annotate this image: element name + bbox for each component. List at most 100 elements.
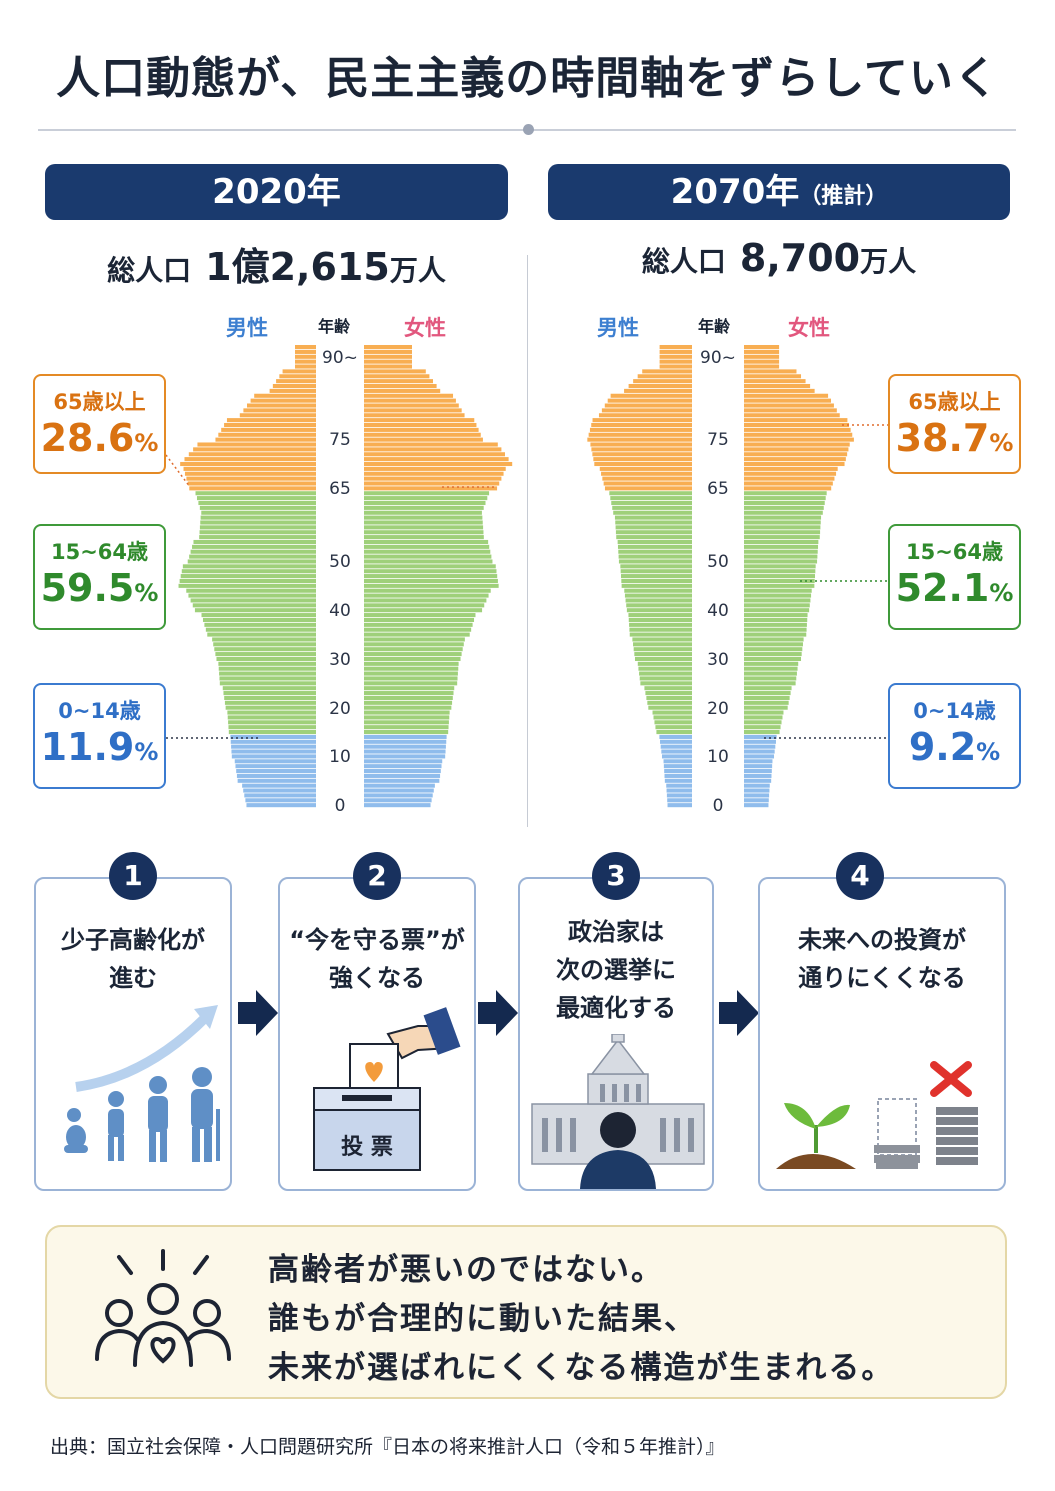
male-bar bbox=[610, 496, 692, 501]
female-bar bbox=[744, 559, 818, 564]
female-bar bbox=[364, 588, 491, 593]
male-bar bbox=[183, 466, 316, 471]
total-unit: 万人 bbox=[860, 245, 917, 278]
group-percent: 9.2% bbox=[908, 725, 1001, 769]
female-bar bbox=[364, 379, 433, 384]
male-bar bbox=[637, 661, 692, 666]
female-bar bbox=[364, 617, 475, 622]
female-bar bbox=[744, 754, 775, 759]
female-bar bbox=[364, 671, 458, 676]
male-bar bbox=[659, 364, 692, 369]
female-bar bbox=[364, 647, 463, 652]
step-text: 少子高齢化が 進む bbox=[61, 926, 205, 992]
female-bar bbox=[364, 598, 487, 603]
male-bar bbox=[295, 345, 316, 350]
arrow-right-icon bbox=[478, 990, 518, 1036]
age-tick-label: 75 bbox=[707, 430, 729, 451]
female-bar bbox=[744, 715, 783, 720]
male-bar bbox=[192, 603, 316, 608]
female-bar bbox=[744, 345, 780, 350]
male-bar bbox=[254, 393, 316, 398]
male-bar bbox=[218, 666, 316, 671]
male-bar bbox=[201, 613, 316, 618]
total-population-2070: 総人口 8,700万人 bbox=[548, 236, 1010, 280]
female-bar bbox=[364, 759, 443, 764]
female-bar bbox=[744, 481, 833, 486]
male-label: 男性 bbox=[597, 316, 639, 340]
female-bar bbox=[364, 544, 490, 549]
female-bar bbox=[744, 422, 850, 428]
male-bar bbox=[620, 569, 692, 574]
male-bar bbox=[618, 549, 692, 554]
female-bar bbox=[744, 388, 815, 393]
female-bar bbox=[744, 539, 819, 545]
group-percent: 59.5% bbox=[40, 566, 159, 610]
female-bar bbox=[364, 349, 412, 354]
female-bar bbox=[364, 505, 484, 510]
female-bar bbox=[744, 739, 776, 744]
male-bar bbox=[187, 481, 316, 486]
female-bar bbox=[364, 369, 426, 374]
arrow-right-icon bbox=[719, 990, 759, 1036]
male-bar bbox=[667, 798, 692, 803]
male-bar bbox=[236, 769, 316, 774]
male-bar bbox=[180, 461, 316, 467]
female-bar bbox=[744, 583, 815, 588]
male-bar bbox=[614, 515, 692, 520]
male-label: 男性 bbox=[226, 316, 268, 340]
group-label: 65歳以上 bbox=[908, 390, 1001, 414]
male-bar bbox=[663, 759, 692, 764]
female-bar bbox=[744, 720, 782, 725]
male-bar bbox=[666, 793, 692, 798]
male-bar bbox=[197, 442, 316, 447]
total-population-2020: 総人口 1億2,615万人 bbox=[45, 236, 508, 291]
male-bar bbox=[230, 734, 316, 739]
female-bar bbox=[744, 759, 773, 764]
male-bar bbox=[212, 637, 316, 642]
female-bar bbox=[364, 583, 499, 588]
male-bar bbox=[205, 627, 316, 632]
pyramid-2070 bbox=[587, 345, 854, 808]
female-bar bbox=[364, 574, 498, 579]
male-bar bbox=[602, 476, 692, 481]
male-bar bbox=[610, 393, 692, 398]
female-bar bbox=[744, 515, 822, 520]
male-bar bbox=[616, 535, 692, 540]
male-bar bbox=[618, 559, 692, 564]
female-bar bbox=[364, 452, 505, 457]
female-bar bbox=[744, 642, 803, 647]
female-bar bbox=[744, 671, 797, 676]
female-bar bbox=[744, 730, 780, 735]
female-bar bbox=[364, 525, 484, 530]
female-bar bbox=[744, 588, 812, 593]
male-bar bbox=[604, 486, 692, 491]
female-bar bbox=[744, 661, 799, 666]
male-bar bbox=[592, 452, 692, 457]
senior-connector bbox=[165, 454, 191, 488]
message-line-1: 高齢者が悪いのではない。 bbox=[268, 1252, 664, 1288]
male-bar bbox=[594, 461, 692, 467]
male-bar bbox=[199, 535, 316, 540]
sprout-coins-icon bbox=[776, 1061, 978, 1169]
male-bar bbox=[219, 681, 316, 686]
female-bar bbox=[364, 749, 446, 754]
female-bar bbox=[744, 364, 780, 369]
age-tick-label: 40 bbox=[707, 601, 729, 622]
year-banner-2020: 2020年 bbox=[45, 164, 508, 220]
female-bar bbox=[744, 705, 788, 710]
male-bar bbox=[664, 778, 692, 783]
age-tick-label: 90~ bbox=[322, 347, 358, 368]
female-bar bbox=[364, 798, 432, 803]
male-bar bbox=[228, 730, 316, 735]
female-bar bbox=[744, 608, 810, 613]
male-bar bbox=[621, 583, 692, 588]
female-bar bbox=[744, 461, 845, 467]
male-bar bbox=[188, 593, 316, 598]
title-divider-dot bbox=[523, 124, 534, 135]
group-label: 65歳以上 bbox=[53, 390, 146, 414]
female-bar bbox=[364, 778, 440, 783]
male-bar bbox=[269, 388, 316, 393]
badge-senior-2020: 65歳以上 28.6% bbox=[33, 374, 166, 474]
female-bar bbox=[744, 656, 802, 661]
male-bar bbox=[218, 661, 316, 666]
